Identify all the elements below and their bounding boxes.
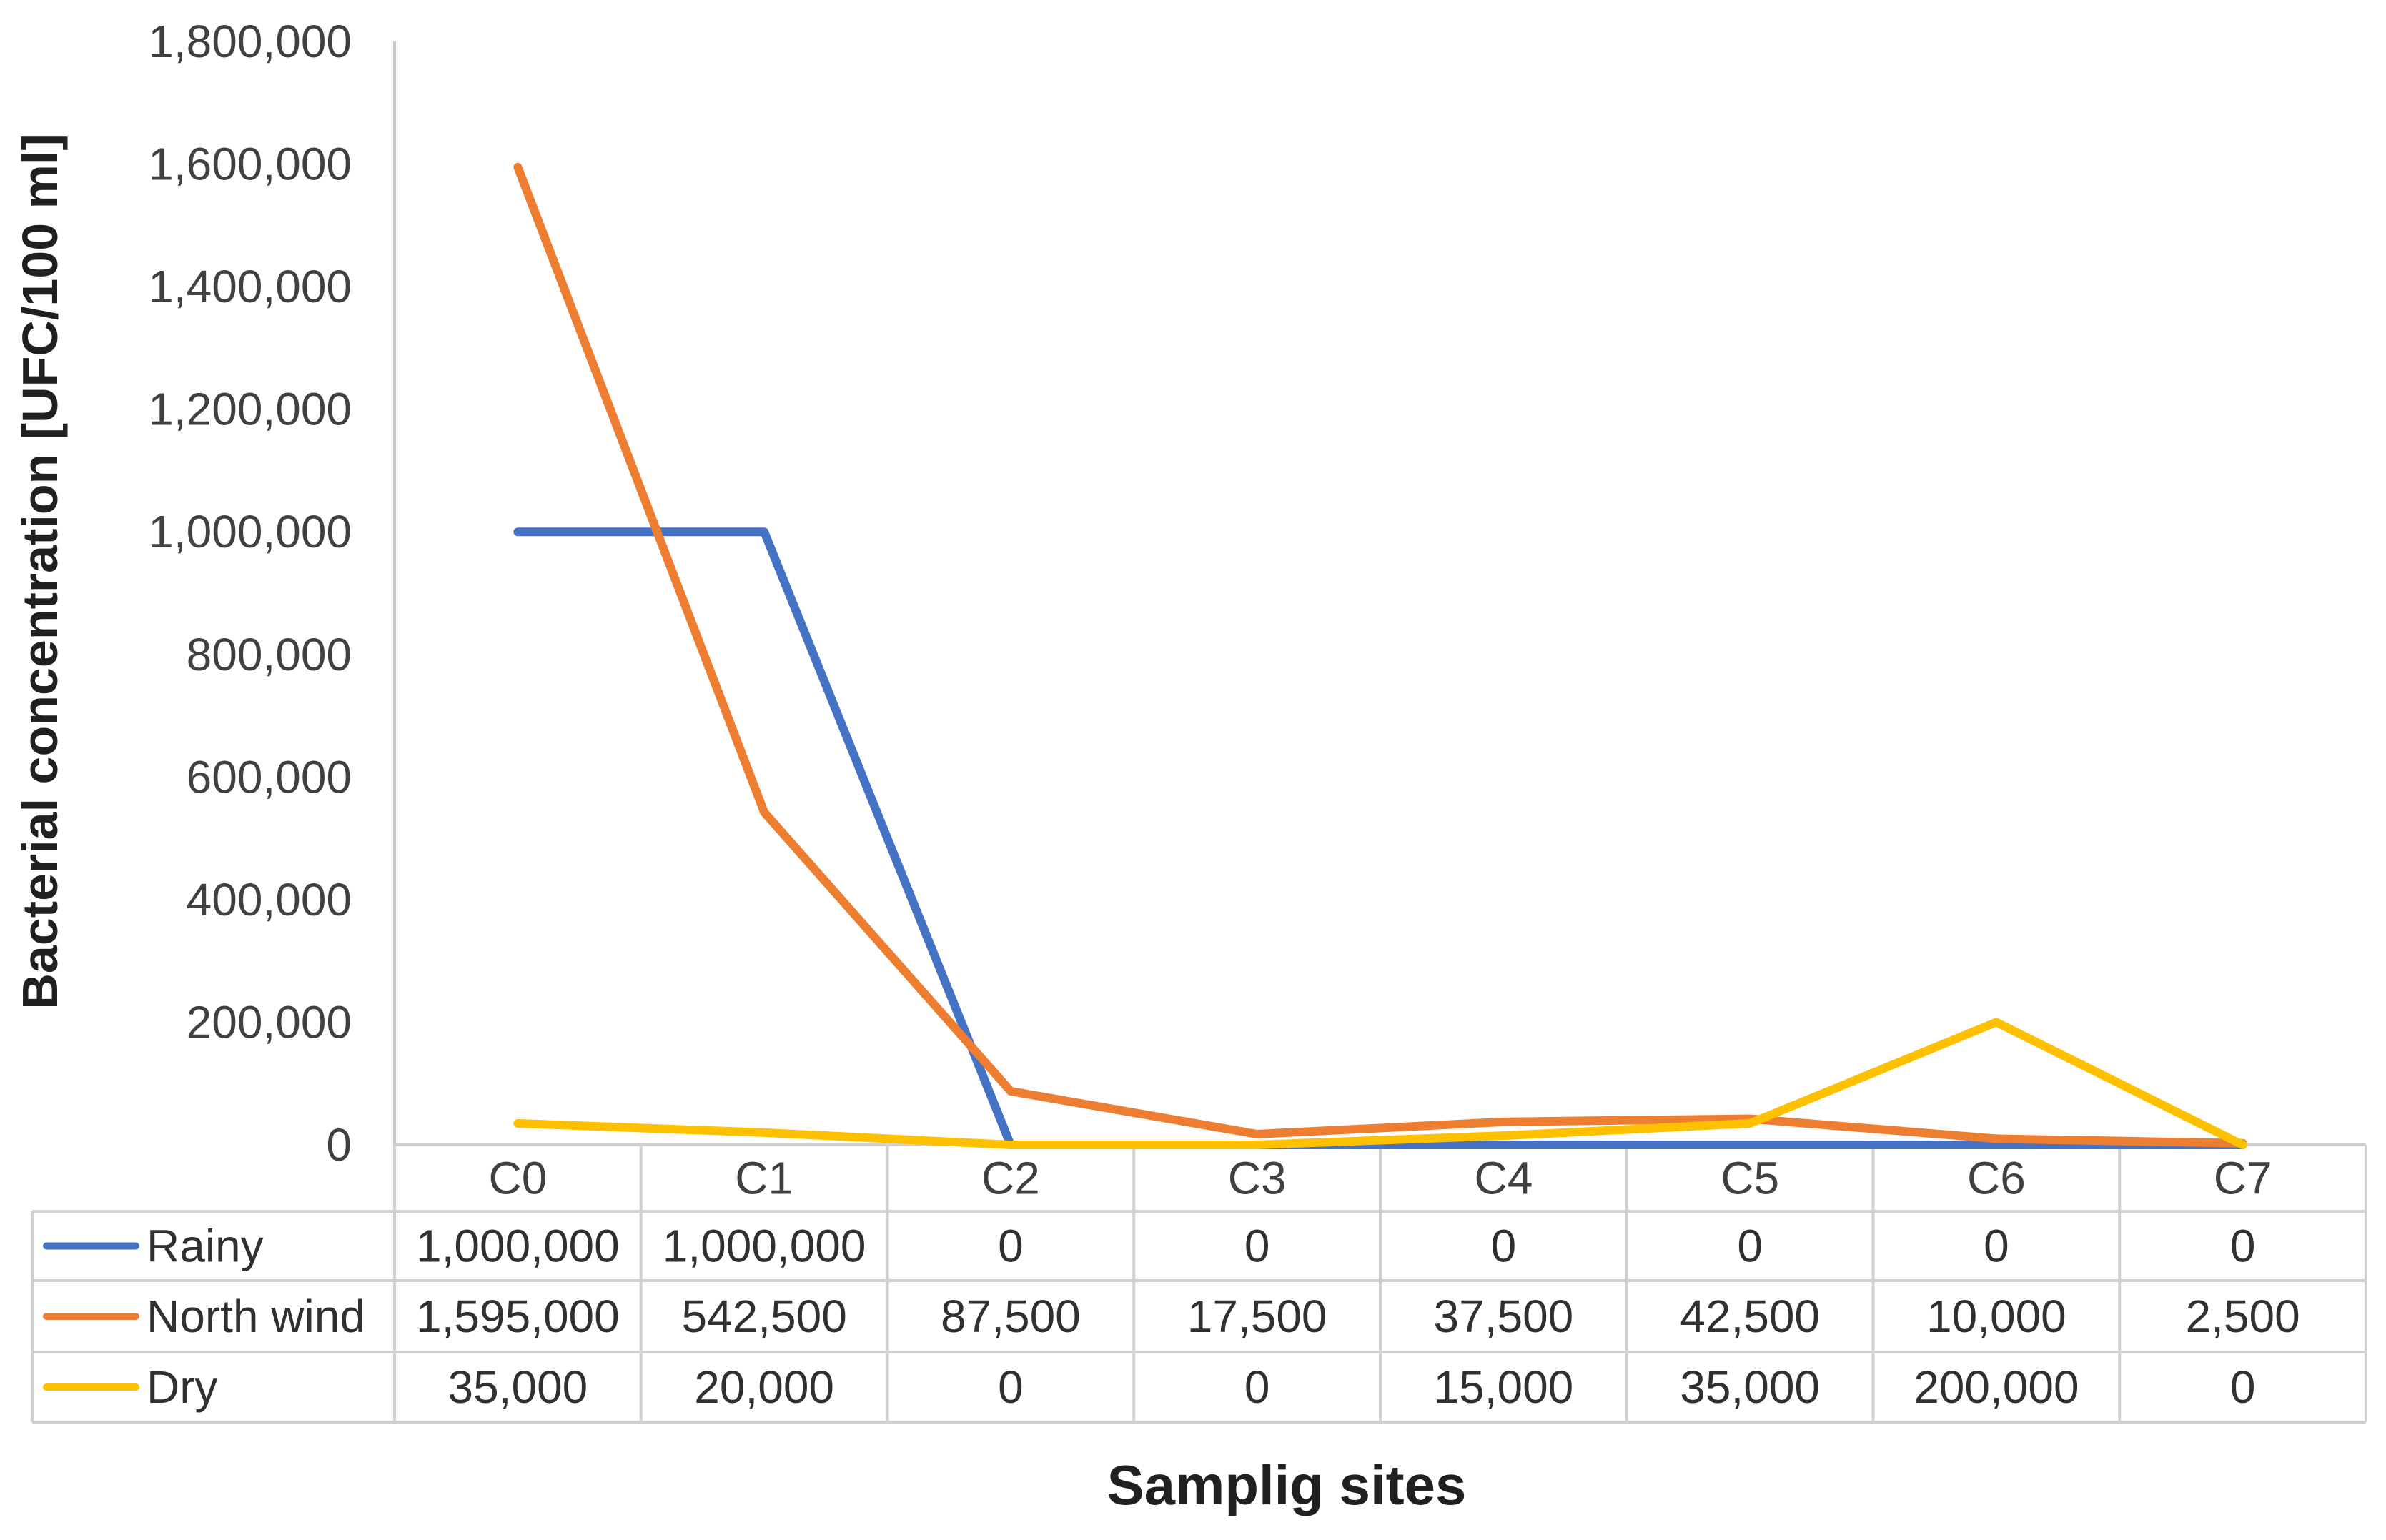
y-tick-label: 0 [326, 1119, 352, 1171]
y-tick-label: 200,000 [187, 996, 352, 1048]
data-table-cell: 0 [2230, 1361, 2256, 1413]
x-tick-label: C6 [1967, 1153, 2026, 1204]
x-tick-label: C1 [735, 1153, 793, 1204]
data-table-cell: 1,000,000 [663, 1221, 866, 1272]
data-table-cell: 1,000,000 [416, 1221, 620, 1272]
data-table-cell: 37,500 [1434, 1291, 1574, 1342]
x-tick-label: C7 [2214, 1153, 2272, 1204]
legend-label: Dry [147, 1361, 218, 1413]
x-tick-label: C4 [1474, 1153, 1533, 1204]
legend-label: North wind [147, 1291, 365, 1342]
y-tick-label: 1,400,000 [148, 261, 352, 312]
x-tick-label: C2 [981, 1153, 1040, 1204]
data-table-cell: 0 [2230, 1221, 2256, 1272]
series-line [513, 1018, 2247, 1149]
data-table-cell: 17,500 [1187, 1291, 1327, 1342]
x-tick-label: C3 [1228, 1153, 1287, 1204]
y-tick-label: 1,800,000 [148, 16, 352, 67]
data-table: C0 C1 C2 C3 C4 C5 C6 C7 Rainy 1,000,000 1,000,000 0… [31, 1143, 2367, 1424]
data-table-cell: 42,500 [1680, 1291, 1820, 1342]
y-tick-label: 1,600,000 [148, 139, 352, 190]
x-tick-label: C0 [488, 1153, 547, 1204]
y-axis-label: Bacterial concentration [UFC/100 ml] [12, 134, 68, 1009]
data-table-cell: 0 [998, 1221, 1024, 1272]
y-tick-label: 1,000,000 [148, 506, 352, 557]
x-tick-label: C5 [1721, 1153, 1779, 1204]
data-table-cell: 0 [998, 1361, 1024, 1413]
data-table-cell: 0 [1491, 1221, 1517, 1272]
data-table-cell: 1,595,000 [416, 1291, 620, 1342]
series-line [513, 162, 2247, 1148]
y-tick-label: 800,000 [187, 629, 352, 680]
data-table-cell: 87,500 [941, 1291, 1081, 1342]
x-axis-label: Samplig sites [1107, 1454, 1467, 1516]
data-table-cell: 10,000 [1926, 1291, 2066, 1342]
data-table-cell: 15,000 [1434, 1361, 1574, 1413]
data-table-cell: 35,000 [448, 1361, 588, 1413]
data-table-cell: 20,000 [694, 1361, 834, 1413]
data-table-cell: 0 [1244, 1221, 1270, 1272]
y-tick-label: 600,000 [187, 751, 352, 803]
data-table-cell: 0 [1244, 1361, 1270, 1413]
data-table-cell: 200,000 [1914, 1361, 2079, 1413]
series-line [513, 527, 2247, 1149]
y-tick-label: 400,000 [187, 874, 352, 925]
data-table-cell: 0 [1984, 1221, 2009, 1272]
axes: 0 200,000 400,000 600,000 800,000 1,000,000 1,… [148, 16, 396, 1171]
data-table-cell: 2,500 [2186, 1291, 2300, 1342]
legend-label: Rainy [147, 1221, 264, 1272]
y-tick-label: 1,200,000 [148, 384, 352, 435]
data-table-cell: 0 [1737, 1221, 1763, 1272]
data-table-cell: 35,000 [1680, 1361, 1820, 1413]
data-table-cell: 542,500 [681, 1291, 846, 1342]
series-lines [513, 162, 2247, 1149]
